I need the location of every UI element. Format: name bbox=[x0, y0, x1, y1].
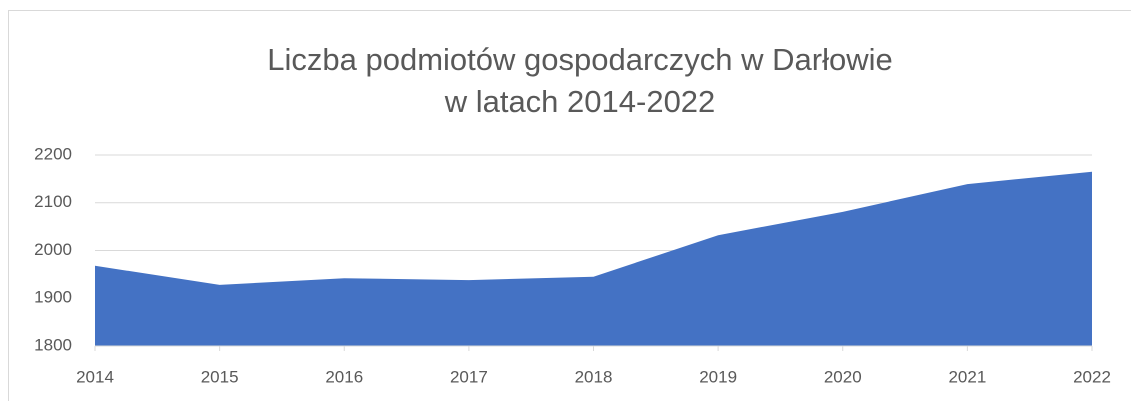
area bbox=[95, 171, 1092, 346]
chart-title: w latach 2014-2022 bbox=[444, 84, 716, 119]
y-tick-label: 2000 bbox=[34, 240, 72, 259]
x-tick-label: 2018 bbox=[575, 367, 613, 386]
y-tick-label: 2100 bbox=[34, 192, 72, 211]
x-tick-label: 2020 bbox=[824, 367, 862, 386]
chart-title: Liczba podmiotów gospodarczych w Darłowi… bbox=[267, 42, 892, 77]
x-tick-label: 2016 bbox=[325, 367, 363, 386]
y-tick-label: 1900 bbox=[34, 288, 72, 307]
y-tick-label: 1800 bbox=[34, 335, 72, 354]
x-tick-label: 2015 bbox=[201, 367, 239, 386]
x-tick-label: 2019 bbox=[699, 367, 737, 386]
x-tick-label: 2017 bbox=[450, 367, 488, 386]
y-tick-label: 2200 bbox=[34, 144, 72, 163]
x-tick-label: 2014 bbox=[76, 367, 114, 386]
x-tick-label: 2021 bbox=[948, 367, 986, 386]
x-tick-label: 2022 bbox=[1073, 367, 1111, 386]
